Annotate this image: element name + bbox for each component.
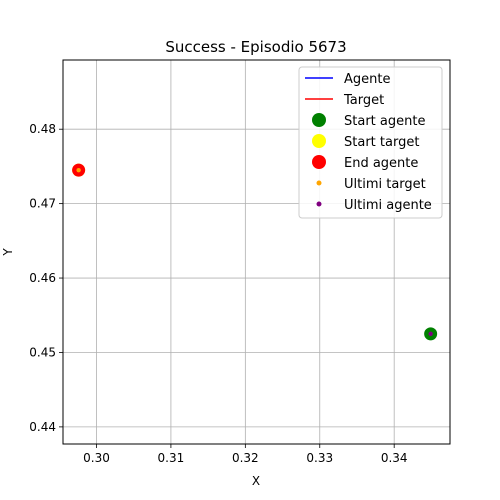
y-tick-label: 0.47 bbox=[29, 197, 56, 211]
y-tick-label: 0.48 bbox=[29, 122, 56, 136]
x-tick-label: 0.30 bbox=[83, 451, 110, 465]
legend-label-end-agente: End agente bbox=[344, 156, 418, 171]
data-marks bbox=[72, 163, 438, 341]
x-tick-label: 0.33 bbox=[306, 451, 333, 465]
x-tick-label: 0.32 bbox=[232, 451, 259, 465]
y-tick-label: 0.45 bbox=[29, 345, 56, 359]
legend-label-target: Target bbox=[343, 93, 384, 108]
legend-label-ultimi-target: Ultimi target bbox=[344, 177, 426, 192]
legend-swatch-ultimi-target bbox=[316, 180, 322, 186]
chart-title: Success - Episodio 5673 bbox=[165, 38, 346, 56]
ultimi-target-marker bbox=[76, 167, 81, 173]
y-tick-label: 0.46 bbox=[29, 271, 56, 285]
x-axis-label: X bbox=[252, 474, 260, 488]
axis-ticks: 0.30 0.31 0.32 0.33 0.34 0.44 0.45 0.46 0.47 0.48 bbox=[29, 122, 407, 465]
legend-swatch-end-agente bbox=[312, 155, 326, 169]
legend-swatch-start-agente bbox=[312, 113, 326, 127]
y-axis-label: Y bbox=[1, 248, 15, 257]
legend-swatch-start-target bbox=[312, 134, 326, 148]
y-tick-label: 0.44 bbox=[29, 420, 56, 434]
legend-label-start-target: Start target bbox=[344, 135, 419, 150]
legend-label-ultimi-agente: Ultimi agente bbox=[344, 198, 432, 213]
ultimi-agente-marker bbox=[428, 331, 433, 337]
legend-swatch-ultimi-agente bbox=[316, 201, 322, 207]
plot-frame bbox=[62, 59, 451, 445]
x-tick-label: 0.31 bbox=[158, 451, 185, 465]
legend: Agente Target Start agente Start target End … bbox=[298, 66, 443, 219]
legend-label-agente: Agente bbox=[344, 72, 390, 87]
legend-label-start-agente: Start agente bbox=[344, 114, 425, 129]
x-tick-label: 0.34 bbox=[381, 451, 408, 465]
legend-box bbox=[298, 66, 443, 219]
